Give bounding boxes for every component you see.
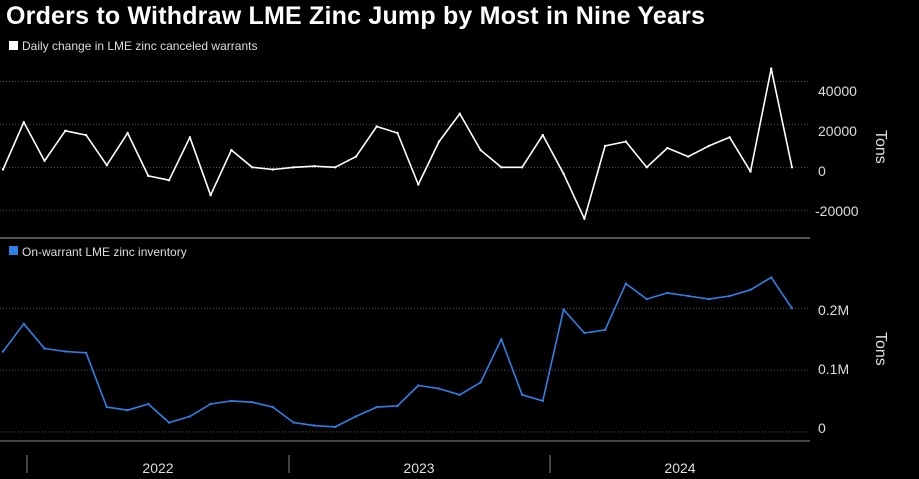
canceled-warrants-point — [354, 155, 358, 158]
canceled-warrants-point — [624, 140, 628, 143]
canceled-warrants-point — [396, 131, 399, 135]
canceled-warrants-point — [500, 166, 503, 169]
y-tick-label: -20000 — [815, 203, 859, 219]
inventory-point — [292, 421, 295, 424]
inventory-point — [562, 308, 565, 311]
y-tick-label: 40000 — [818, 83, 857, 99]
canceled-warrants-point — [313, 165, 316, 168]
inventory-point — [1, 350, 5, 353]
inventory-point — [500, 338, 503, 341]
canceled-warrants-point — [271, 168, 275, 171]
canceled-warrants-point — [334, 166, 337, 169]
inventory-point — [707, 297, 711, 301]
inventory-point — [687, 294, 690, 298]
canceled-warrants-point — [583, 217, 586, 220]
inventory-point — [437, 387, 441, 390]
y-axis-unit: Tons — [872, 332, 889, 366]
y-axis-unit: Tons — [872, 130, 889, 164]
inventory-point — [209, 402, 212, 406]
x-tick-label: 2023 — [403, 460, 434, 476]
chart-title: Orders to Withdraw LME Zinc Jump by Most… — [6, 2, 706, 30]
inventory-point — [520, 393, 524, 396]
inventory-line — [2, 276, 793, 428]
canceled-warrants-point — [292, 166, 295, 169]
inventory-point — [749, 288, 752, 291]
inventory-point — [271, 405, 275, 409]
y-tick-label: 0 — [818, 420, 826, 436]
inventory-point — [624, 282, 628, 285]
y-tick-label: 0.1M — [818, 361, 849, 377]
canceled-warrants-point — [230, 148, 233, 152]
canceled-warrants-point — [417, 183, 420, 186]
canceled-warrants-point — [520, 166, 524, 169]
canceled-warrants-point — [22, 121, 25, 124]
inventory-point — [645, 297, 648, 301]
canceled-warrants-point — [770, 67, 773, 70]
y-tick-label: 0 — [818, 163, 826, 179]
inventory-point — [313, 424, 316, 427]
inventory-point — [790, 307, 794, 310]
canceled-warrants-point — [105, 164, 109, 167]
inventory-point — [541, 399, 544, 403]
canceled-warrants-point — [562, 172, 565, 175]
canceled-warrants-point — [645, 166, 648, 169]
inventory-point — [84, 351, 88, 354]
canceled-warrants-line — [2, 67, 793, 220]
legend-inventory: On-warrant LME zinc inventory — [22, 245, 187, 259]
legend-canceled-warrants: Daily change in LME zinc canceled warran… — [22, 39, 257, 53]
legend-swatch-inventory — [9, 246, 18, 255]
inventory-point — [22, 322, 25, 325]
canceled-warrants-point — [707, 144, 711, 148]
inventory-point — [417, 384, 420, 387]
inventory-point — [770, 276, 773, 279]
canceled-warrants-point — [188, 136, 192, 139]
inventory-point — [43, 347, 46, 350]
inventory-point — [188, 415, 192, 418]
canceled-warrants-point — [375, 125, 378, 128]
x-tick-label: 2022 — [142, 460, 173, 476]
inventory-point — [64, 350, 67, 353]
canceled-warrants-point — [458, 112, 461, 115]
canceled-warrants-point — [603, 144, 607, 148]
legend-swatch-canceled-warrants — [9, 41, 18, 50]
inventory-point — [396, 404, 399, 408]
canceled-warrants-point — [167, 179, 171, 182]
canceled-warrants-point — [437, 140, 441, 143]
canceled-warrants-point — [126, 131, 129, 135]
inventory-point — [334, 425, 337, 429]
inventory-point — [666, 291, 669, 295]
inventory-point — [126, 409, 129, 412]
canceled-warrants-point — [728, 136, 731, 139]
canceled-warrants-point — [790, 166, 794, 169]
x-tick-label: 2024 — [664, 460, 695, 476]
inventory-point — [230, 399, 233, 403]
inventory-point — [458, 393, 461, 396]
canceled-warrants-point — [251, 166, 254, 169]
inventory-point — [479, 381, 482, 384]
canceled-warrants-point — [209, 194, 212, 197]
canceled-warrants-point — [84, 133, 88, 137]
canceled-warrants-point — [147, 174, 150, 178]
inventory-point — [167, 421, 171, 424]
inventory-point — [375, 405, 378, 409]
inventory-point — [728, 294, 731, 298]
y-tick-label: 0.2M — [818, 302, 849, 318]
inventory-point — [105, 405, 109, 409]
inventory-point — [583, 331, 586, 335]
y-tick-label: 20000 — [818, 123, 857, 139]
inventory-point — [603, 328, 607, 332]
canceled-warrants-point — [479, 148, 482, 152]
canceled-warrants-point — [43, 159, 46, 163]
canceled-warrants-point — [666, 146, 669, 150]
canceled-warrants-point — [687, 155, 690, 158]
canceled-warrants-point — [749, 170, 752, 173]
inventory-point — [251, 401, 254, 404]
canceled-warrants-point — [64, 129, 67, 132]
inventory-point — [354, 415, 358, 418]
canceled-warrants-point — [1, 168, 5, 171]
inventory-point — [147, 402, 150, 406]
canceled-warrants-point — [541, 133, 544, 137]
